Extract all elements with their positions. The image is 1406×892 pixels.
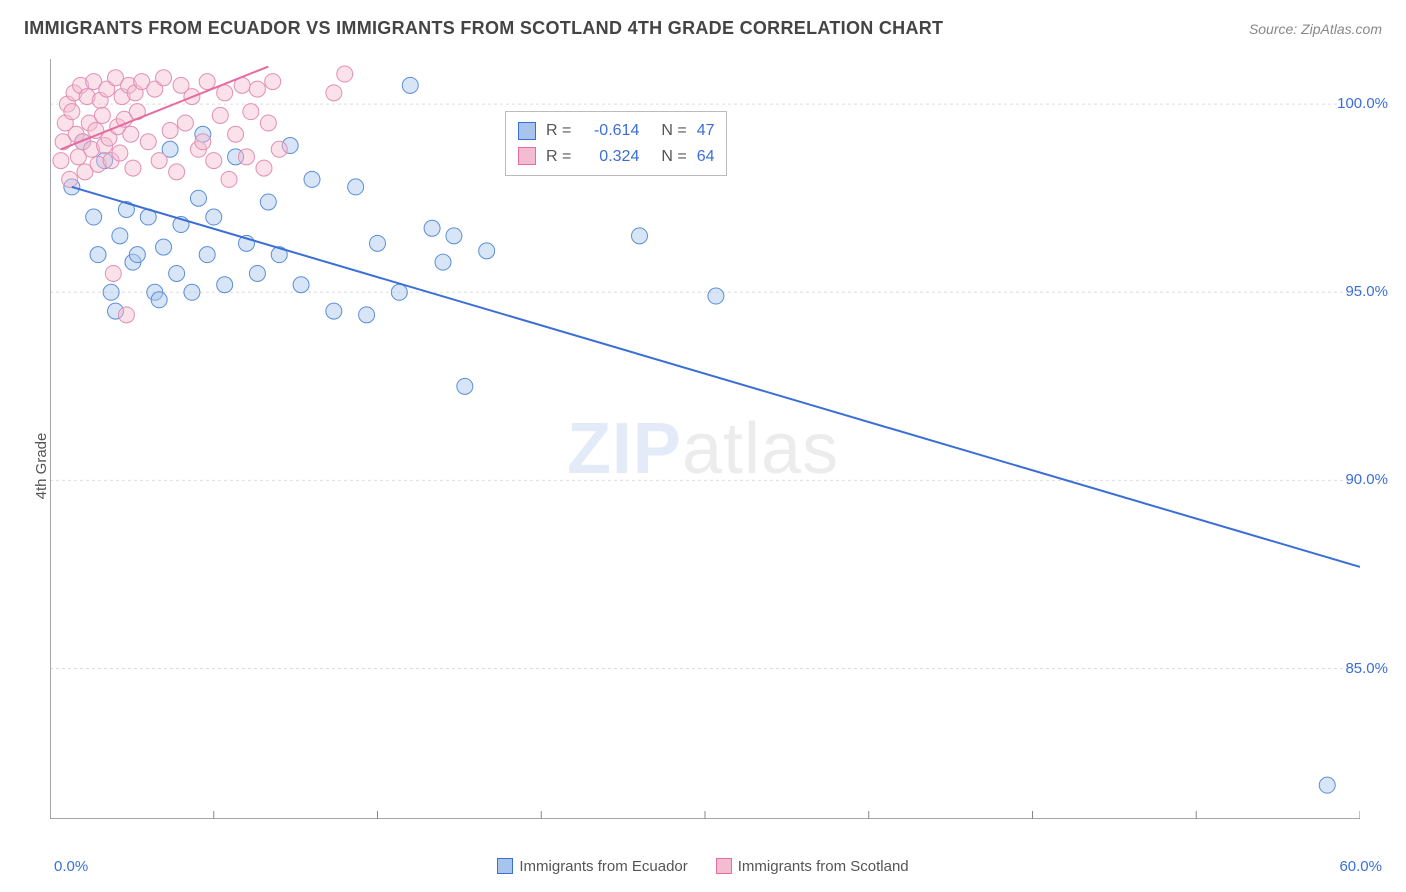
stats-swatch (518, 122, 536, 140)
stats-row: R = 0.324 N = 64 (518, 144, 714, 170)
stats-r-value: 0.324 (581, 144, 639, 170)
legend-swatch-ecuador (497, 858, 513, 874)
legend-item-scotland: Immigrants from Scotland (716, 858, 909, 875)
y-tick-label: 85.0% (1345, 660, 1388, 677)
stats-row: R = -0.614 N = 47 (518, 118, 714, 144)
correlation-stats-box: R = -0.614 N = 47 R = 0.324 N = 64 (505, 111, 727, 176)
y-tick-label: 95.0% (1345, 283, 1388, 300)
stats-n-value: 64 (697, 144, 715, 170)
stats-r-value: -0.614 (581, 118, 639, 144)
stats-n-label: N = (661, 144, 686, 170)
y-axis-label: 4th Grade (33, 433, 50, 500)
stats-n-value: 47 (697, 118, 715, 144)
stats-r-label: R = (546, 144, 571, 170)
bottom-legend: Immigrants from Ecuador Immigrants from … (0, 858, 1406, 875)
y-tick-label: 90.0% (1345, 471, 1388, 488)
y-tick-label: 100.0% (1337, 95, 1388, 112)
legend-label-ecuador: Immigrants from Ecuador (519, 858, 687, 875)
chart-title: IMMIGRANTS FROM ECUADOR VS IMMIGRANTS FR… (24, 18, 943, 39)
legend-item-ecuador: Immigrants from Ecuador (497, 858, 687, 875)
legend-label-scotland: Immigrants from Scotland (738, 858, 909, 875)
chart-header: IMMIGRANTS FROM ECUADOR VS IMMIGRANTS FR… (0, 0, 1406, 51)
stats-swatch (518, 147, 536, 165)
stats-n-label: N = (661, 118, 686, 144)
source-attribution: Source: ZipAtlas.com (1249, 21, 1382, 37)
stats-r-label: R = (546, 118, 571, 144)
legend-swatch-scotland (716, 858, 732, 874)
chart-container: 4th Grade ZIPatlas R = -0.614 N = 47 R =… (0, 51, 1406, 881)
